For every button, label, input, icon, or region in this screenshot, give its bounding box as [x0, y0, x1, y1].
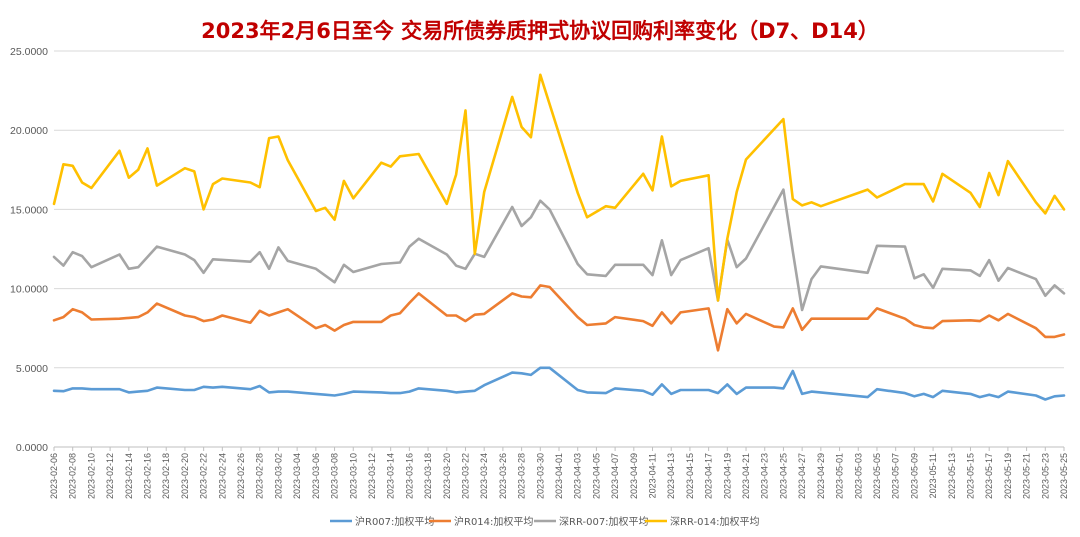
x-tick-label: 2023-04-11 — [648, 453, 658, 498]
x-tick-label: 2023-04-27 — [797, 453, 807, 499]
y-tick-label: 25.0000 — [10, 46, 48, 58]
x-tick-label: 2023-03-26 — [498, 453, 508, 499]
x-tick-label: 2023-02-06 — [49, 453, 59, 499]
x-tick-label: 2023-05-19 — [1003, 453, 1013, 499]
y-tick-label: 5.0000 — [16, 363, 48, 375]
x-tick-label: 2023-02-24 — [217, 453, 227, 499]
x-tick-label: 2023-03-06 — [311, 453, 321, 499]
x-tick-label: 2023-03-22 — [460, 453, 470, 499]
y-tick-label: 15.0000 — [10, 204, 48, 216]
x-tick-label: 2023-03-14 — [386, 453, 396, 499]
x-tick-label: 2023-03-20 — [442, 453, 452, 499]
x-tick-label: 2023-03-12 — [367, 453, 377, 499]
x-tick-label: 2023-02-18 — [161, 453, 171, 499]
x-tick-label: 2023-03-24 — [479, 453, 489, 499]
series-line-3 — [52, 188, 1066, 312]
legend: 沪R007:加权平均 沪R014:加权平均 深RR-007:加权平均 深RR-014:… — [330, 515, 760, 528]
x-tick-label: 2023-05-17 — [984, 453, 994, 499]
x-tick-label: 2023-04-25 — [778, 453, 788, 499]
x-tick-label: 2023-05-03 — [853, 453, 863, 499]
x-tick-label: 2023-05-05 — [872, 453, 882, 499]
series-line-1 — [52, 366, 1066, 401]
x-tick-label: 2023-03-10 — [348, 453, 358, 499]
x-tick-label: 2023-02-14 — [124, 453, 134, 499]
x-tick-label: 2023-05-23 — [1040, 453, 1050, 499]
x-tick-label: 2023-02-22 — [199, 453, 209, 499]
x-tick-label: 2023-05-11 — [928, 453, 938, 498]
x-tick-label: 2023-03-18 — [423, 453, 433, 499]
x-tick-label: 2023-02-16 — [143, 453, 153, 499]
x-tick-label: 2023-05-15 — [965, 453, 975, 499]
x-tick-label: 2023-05-07 — [891, 453, 901, 499]
x-axis-tick-labels: 2023-02-06 2023-02-08 2023-02-10 2023-02-12… — [49, 447, 1069, 499]
x-tick-label: 2023-04-17 — [704, 453, 714, 499]
y-tick-label: 10.0000 — [10, 284, 48, 296]
x-tick-label: 2023-03-30 — [535, 453, 545, 499]
x-tick-label: 2023-05-01 — [835, 453, 845, 499]
x-tick-label: 2023-02-10 — [86, 453, 96, 499]
x-tick-label: 2023-03-16 — [404, 453, 414, 499]
x-tick-label: 2023-03-28 — [517, 453, 527, 499]
x-tick-label: 2023-03-02 — [273, 453, 283, 499]
x-tick-label: 2023-05-13 — [947, 453, 957, 499]
x-tick-label: 2023-05-25 — [1059, 453, 1069, 499]
x-tick-label: 2023-05-21 — [1022, 453, 1032, 499]
x-tick-label: 2023-03-08 — [330, 453, 340, 499]
x-tick-label: 2023-05-09 — [909, 453, 919, 499]
x-tick-label: 2023-02-26 — [236, 453, 246, 499]
x-tick-label: 2023-02-12 — [105, 453, 115, 499]
legend-label: 沪R014:加权平均 — [454, 515, 533, 528]
x-tick-label: 2023-04-19 — [722, 453, 732, 499]
x-tick-label: 2023-02-08 — [68, 453, 78, 499]
x-tick-label: 2023-04-09 — [629, 453, 639, 499]
series-lines — [52, 73, 1066, 401]
x-tick-label: 2023-02-28 — [255, 453, 265, 499]
x-tick-label: 2023-04-13 — [666, 453, 676, 499]
x-tick-label: 2023-04-05 — [591, 453, 601, 499]
series-line-4 — [52, 73, 1066, 302]
x-tick-label: 2023-02-20 — [180, 453, 190, 499]
y-axis-tick-labels: 0.0000 5.0000 10.0000 15.0000 20.0000 25.0000 — [10, 46, 48, 454]
legend-label: 深RR-014:加权平均 — [670, 515, 760, 528]
x-tick-label: 2023-04-15 — [685, 453, 695, 499]
chart-title: 2023年2月6日至今 交易所债券质押式协议回购利率变化（D7、D14） — [201, 19, 879, 43]
x-tick-label: 2023-04-29 — [816, 453, 826, 499]
series-line-2 — [52, 284, 1066, 352]
x-tick-label: 2023-03-04 — [292, 453, 302, 499]
y-tick-label: 0.0000 — [16, 442, 48, 454]
legend-label: 深RR-007:加权平均 — [559, 515, 649, 528]
x-tick-label: 2023-04-21 — [741, 453, 751, 499]
y-tick-label: 20.0000 — [10, 125, 48, 137]
x-tick-label: 2023-04-01 — [554, 453, 564, 499]
legend-label: 沪R007:加权平均 — [355, 515, 434, 528]
x-tick-label: 2023-04-03 — [573, 453, 583, 499]
x-tick-label: 2023-04-07 — [610, 453, 620, 499]
x-tick-label: 2023-04-23 — [760, 453, 770, 499]
